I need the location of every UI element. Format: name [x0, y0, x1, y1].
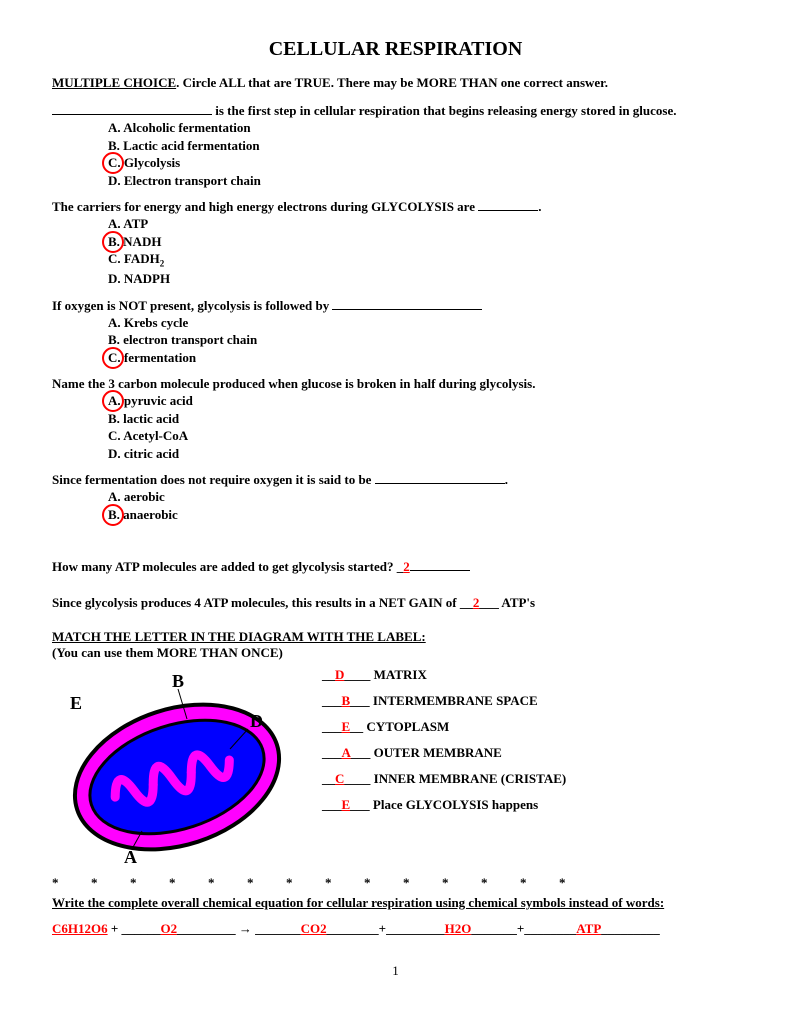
- option-b: B. Lactic acid fermentation: [108, 137, 739, 155]
- blank: [52, 114, 212, 115]
- label-B: B: [172, 671, 184, 691]
- option-a: A. ATP: [108, 215, 739, 233]
- label-row: ___E___ Place GLYCOLYSIS happens: [322, 797, 566, 813]
- match-section: MATCH THE LETTER IN THE DIAGRAM WITH THE…: [52, 629, 739, 871]
- option-c: C. FADH2: [108, 250, 739, 270]
- page-title: CELLULAR RESPIRATION: [52, 38, 739, 61]
- label-row: __C____ INNER MEMBRANE (CRISTAE): [322, 771, 566, 787]
- blank: [375, 483, 505, 484]
- mitochondrion-diagram: E B D A: [52, 667, 302, 871]
- separator-stars: * * * * * * * * * * * * * *: [52, 875, 739, 891]
- option-b: B. anaerobic: [108, 506, 739, 524]
- blank: [478, 210, 538, 211]
- option-b: B. lactic acid: [108, 410, 739, 428]
- blank: [332, 309, 482, 310]
- match-labels: __D____ MATRIX ___B___ INTERMEMBRANE SPA…: [322, 667, 566, 871]
- match-head2: (You can use them MORE THAN ONCE): [52, 645, 739, 661]
- option-c: C. fermentation: [108, 349, 739, 367]
- instructions: MULTIPLE CHOICE. Circle ALL that are TRU…: [52, 75, 739, 91]
- option-d: D. citric acid: [108, 445, 739, 463]
- question-5: Since fermentation does not require oxyg…: [52, 472, 739, 488]
- q1-options: A. Alcoholic fermentation B. Lactic acid…: [108, 119, 739, 189]
- equation: C6H12O6 + ______O2_________ → _______CO2…: [52, 921, 739, 937]
- blank: [410, 570, 470, 571]
- option-b: B. electron transport chain: [108, 331, 739, 349]
- option-c: C. Glycolysis: [108, 154, 739, 172]
- option-a: A. pyruvic acid: [108, 392, 739, 410]
- option-a: A. Alcoholic fermentation: [108, 119, 739, 137]
- short-q1: How many ATP molecules are added to get …: [52, 559, 739, 575]
- option-d: D. NADPH: [108, 270, 739, 288]
- circle-icon: [102, 347, 124, 369]
- question-1: is the first step in cellular respiratio…: [52, 103, 739, 119]
- option-a: A. aerobic: [108, 488, 739, 506]
- mitochondrion-svg: E B D A: [52, 667, 302, 867]
- q5-options: A. aerobic B. anaerobic: [108, 488, 739, 523]
- option-d: D. Electron transport chain: [108, 172, 739, 190]
- option-a: A. Krebs cycle: [108, 314, 739, 332]
- label-row: ___B___ INTERMEMBRANE SPACE: [322, 693, 566, 709]
- label-row: ___A___ OUTER MEMBRANE: [322, 745, 566, 761]
- label-row: __D____ MATRIX: [322, 667, 566, 683]
- option-b: B. NADH: [108, 233, 739, 251]
- option-c: C. Acetyl-CoA: [108, 427, 739, 445]
- q3-options: A. Krebs cycle B. electron transport cha…: [108, 314, 739, 367]
- question-4: Name the 3 carbon molecule produced when…: [52, 376, 739, 392]
- match-head1: MATCH THE LETTER IN THE DIAGRAM WITH THE…: [52, 629, 739, 645]
- page-number: 1: [52, 963, 739, 979]
- question-2: The carriers for energy and high energy …: [52, 199, 739, 215]
- instructions-rest: . Circle ALL that are TRUE. There may be…: [176, 75, 608, 90]
- q4-options: A. pyruvic acid B. lactic acid C. Acetyl…: [108, 392, 739, 462]
- circle-icon: [102, 504, 124, 526]
- label-A: A: [124, 847, 137, 867]
- label-D: D: [250, 711, 263, 731]
- short-q2: Since glycolysis produces 4 ATP molecule…: [52, 595, 739, 611]
- equation-head: Write the complete overall chemical equa…: [52, 895, 739, 911]
- label-row: ___E__ CYTOPLASM: [322, 719, 566, 735]
- q2-options: A. ATP B. NADH C. FADH2 D. NADPH: [108, 215, 739, 287]
- worksheet-page: CELLULAR RESPIRATION MULTIPLE CHOICE. Ci…: [0, 0, 791, 999]
- label-E: E: [70, 693, 82, 713]
- instructions-lead: MULTIPLE CHOICE: [52, 75, 176, 90]
- question-3: If oxygen is NOT present, glycolysis is …: [52, 298, 739, 314]
